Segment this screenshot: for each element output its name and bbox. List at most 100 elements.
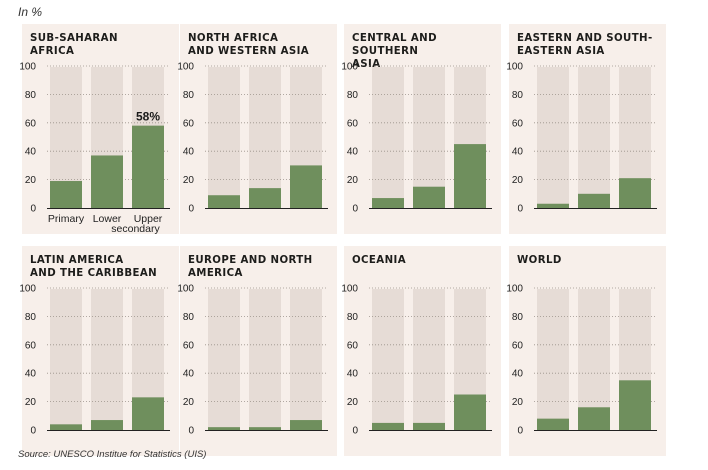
y-tick-label: 40 <box>512 369 524 380</box>
panel-title-line: EASTERN AND SOUTH- <box>517 33 653 44</box>
panel-title-line: SUB-SAHARAN <box>30 33 118 44</box>
panel-title-line: AND WESTERN ASIA <box>188 46 310 57</box>
y-tick-label: 60 <box>347 118 359 129</box>
bar-track <box>91 289 123 431</box>
y-tick-label: 100 <box>341 62 358 73</box>
bar-track <box>537 67 569 209</box>
y-tick-label: 100 <box>177 284 194 295</box>
bar-track <box>372 289 404 431</box>
data-bar <box>208 427 240 430</box>
panel-chart: 0 20 40 60 80 100 <box>341 284 492 437</box>
data-bar <box>132 397 164 430</box>
panel-title-line: CENTRAL AND SOUTHERN <box>352 33 437 57</box>
data-bar <box>50 181 82 208</box>
y-tick-label: 20 <box>512 397 524 408</box>
bar-track <box>290 289 322 431</box>
panel-title-line: AMERICA <box>188 268 243 279</box>
bar-track <box>537 289 569 431</box>
panel-chart: 0 20 40 60 80 100 <box>177 62 328 215</box>
data-bar <box>619 380 651 430</box>
y-tick-label: 100 <box>177 62 194 73</box>
panel-title: WORLD <box>517 254 562 267</box>
data-bar <box>91 420 123 430</box>
bar-track <box>249 289 281 431</box>
data-bar <box>249 188 281 208</box>
panel-title: SUB-SAHARAN AFRICA <box>30 32 118 58</box>
panel-title-line: OCEANIA <box>352 255 406 266</box>
data-bar <box>619 178 651 208</box>
data-bar <box>537 203 569 208</box>
panel-title-line: NORTH AFRICA <box>188 33 279 44</box>
panel-chart: 0 20 40 60 80 100 <box>506 284 657 437</box>
y-tick-label: 100 <box>341 284 358 295</box>
y-tick-label: 80 <box>25 90 37 101</box>
panel-chart: 0 20 40 60 80 100 <box>506 62 657 215</box>
y-tick-label: 40 <box>347 147 359 158</box>
panel-title: LATIN AMERICA AND THE CARIBBEAN <box>30 254 157 280</box>
chart-panel: SUB-SAHARAN AFRICA 0 20 40 60 80 100 Primary Lowe… <box>19 24 179 235</box>
panel-title-line: EUROPE AND NORTH <box>188 255 313 266</box>
y-tick-label: 100 <box>19 284 36 295</box>
unit-label: In % <box>18 5 43 19</box>
y-tick-label: 80 <box>25 312 37 323</box>
y-tick-label: 80 <box>347 90 359 101</box>
y-tick-label: 80 <box>183 312 195 323</box>
panel-title: NORTH AFRICA AND WESTERN ASIA <box>188 32 309 58</box>
panel-title-line: LATIN AMERICA <box>30 255 124 266</box>
y-tick-label: 40 <box>183 369 195 380</box>
panel-title-line: ASIA <box>352 59 381 70</box>
panel-title: OCEANIA <box>352 254 406 267</box>
y-tick-label: 60 <box>512 118 524 129</box>
data-bar <box>249 427 281 430</box>
chart-panel: CENTRAL AND SOUTHERN ASIA 0 20 40 60 80 100 <box>341 24 501 234</box>
data-bar <box>290 165 322 208</box>
y-tick-label: 0 <box>30 426 36 437</box>
y-tick-label: 60 <box>512 340 524 351</box>
y-tick-label: 40 <box>347 369 359 380</box>
y-tick-label: 20 <box>347 175 359 186</box>
y-tick-label: 40 <box>183 147 195 158</box>
y-tick-label: 80 <box>183 90 195 101</box>
bar-track <box>249 67 281 209</box>
y-tick-label: 0 <box>517 204 523 215</box>
y-tick-label: 0 <box>352 204 358 215</box>
x-tick-label: secondary <box>111 223 160 235</box>
y-tick-label: 60 <box>183 118 195 129</box>
panel-chart: 0 20 40 60 80 100 <box>177 284 328 437</box>
panel-title-line: WORLD <box>517 255 562 266</box>
y-tick-label: 20 <box>25 175 37 186</box>
y-tick-label: 100 <box>19 62 36 73</box>
y-tick-label: 0 <box>517 426 523 437</box>
y-tick-label: 20 <box>512 175 524 186</box>
data-label: 58% <box>136 110 160 124</box>
y-tick-label: 60 <box>25 340 37 351</box>
y-tick-label: 60 <box>347 340 359 351</box>
data-bar <box>208 195 240 208</box>
bar-track <box>372 67 404 209</box>
bar-track <box>50 289 82 431</box>
y-tick-label: 60 <box>25 118 37 129</box>
panel-title: EASTERN AND SOUTH- EASTERN ASIA <box>517 32 653 58</box>
y-tick-label: 20 <box>347 397 359 408</box>
y-tick-label: 100 <box>506 62 523 73</box>
y-tick-label: 20 <box>183 397 195 408</box>
y-tick-label: 20 <box>25 397 37 408</box>
y-tick-label: 80 <box>512 312 524 323</box>
bar-track <box>578 67 610 209</box>
y-tick-label: 60 <box>183 340 195 351</box>
y-tick-label: 40 <box>25 369 37 380</box>
data-bar <box>132 125 164 208</box>
data-bar <box>578 407 610 430</box>
chart-panel: WORLD 0 20 40 60 80 100 <box>506 246 666 456</box>
panel-chart: 0 20 40 60 80 100 <box>19 284 170 437</box>
panel-title-line: EASTERN ASIA <box>517 46 605 57</box>
x-tick-label: Primary <box>48 213 85 225</box>
data-bar <box>372 198 404 208</box>
panel-title-line: AFRICA <box>30 46 75 57</box>
chart-panel: NORTH AFRICA AND WESTERN ASIA 0 20 40 60 80 100 <box>177 24 337 234</box>
data-bar <box>290 420 322 430</box>
chart-panel: EUROPE AND NORTH AMERICA 0 20 40 60 80 100 <box>177 246 337 456</box>
bar-track <box>208 289 240 431</box>
chart-panel: EASTERN AND SOUTH- EASTERN ASIA 0 20 40 60 80 1… <box>506 24 666 234</box>
bar-track <box>413 67 445 209</box>
